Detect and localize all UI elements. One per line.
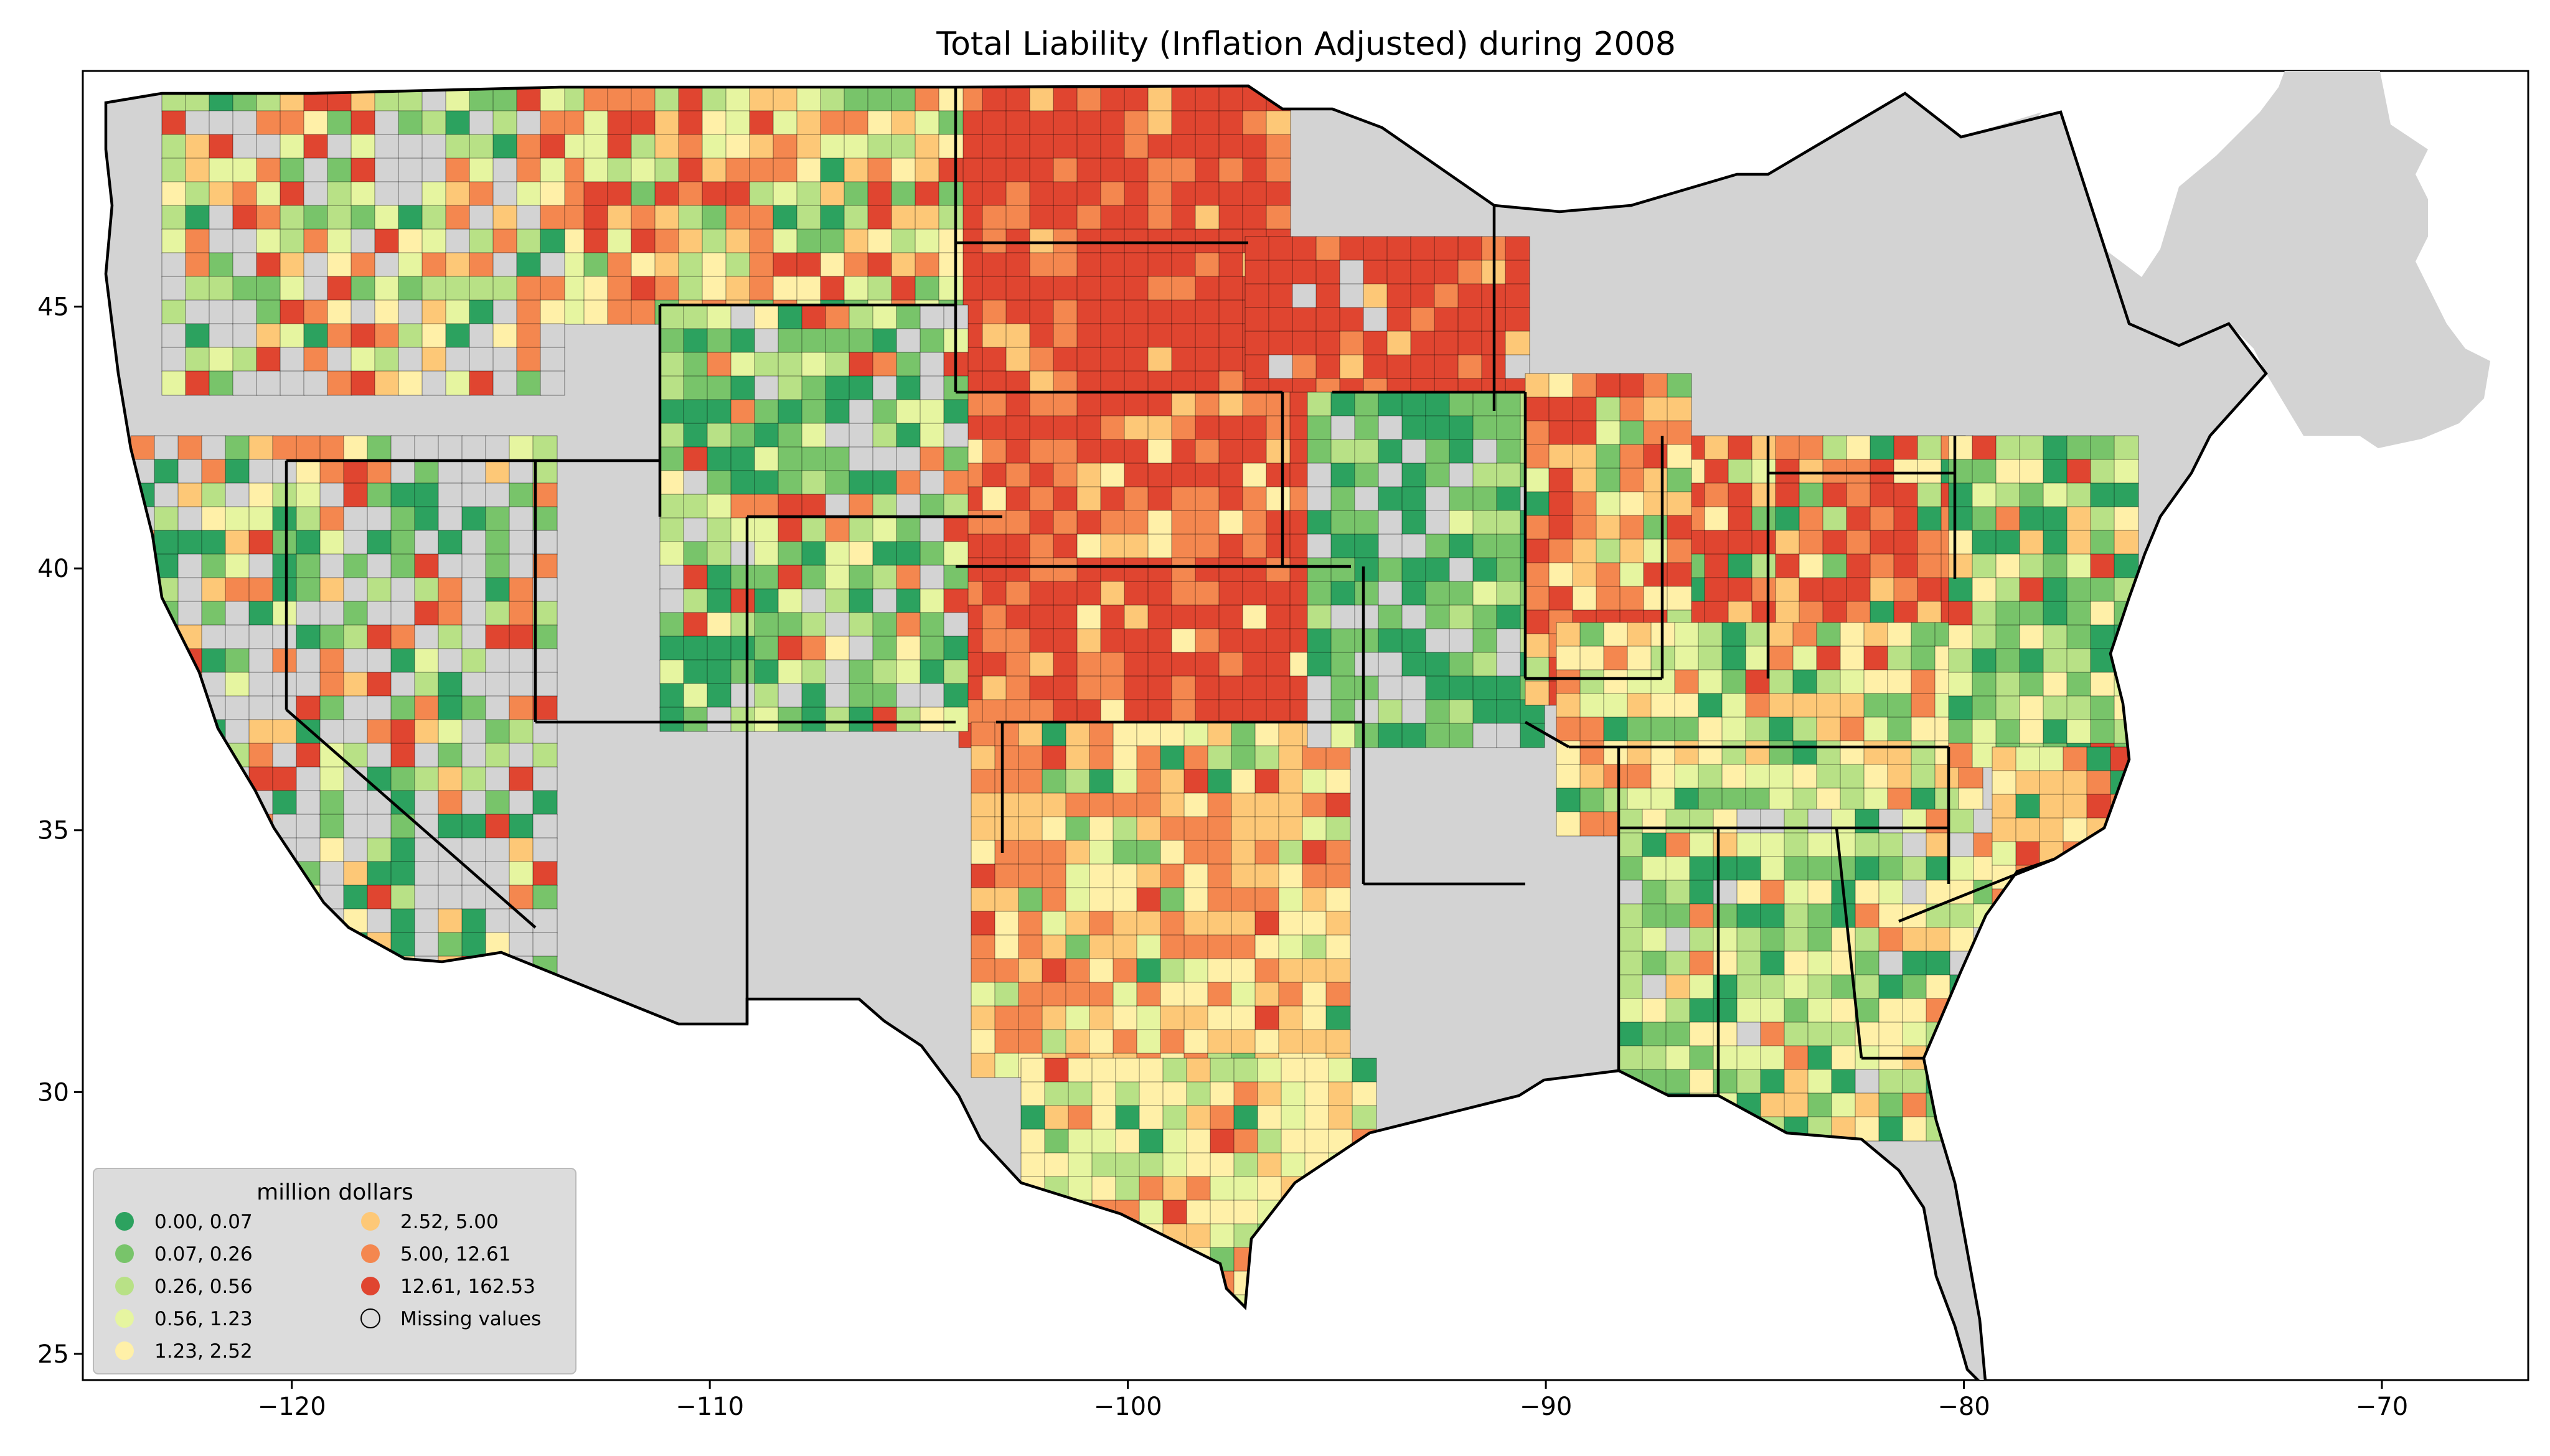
y-tick-label: 30 xyxy=(37,1078,69,1107)
y-tick-label: 25 xyxy=(37,1340,69,1369)
legend-swatch xyxy=(115,1244,134,1263)
y-tick-label: 35 xyxy=(37,817,69,845)
legend-label: 5.00, 12.61 xyxy=(400,1243,510,1266)
legend-label: 12.61, 162.53 xyxy=(400,1275,535,1298)
x-tick-label: −70 xyxy=(2356,1393,2408,1421)
legend: million dollars 0.00, 0.07 0.07, 0.26 0.26… xyxy=(93,1168,576,1374)
legend-box xyxy=(93,1168,576,1374)
y-tick-label: 45 xyxy=(37,293,69,322)
legend-label: 0.56, 1.23 xyxy=(154,1308,253,1330)
legend-label: Missing values xyxy=(400,1308,541,1330)
y-tick-label: 40 xyxy=(37,555,69,583)
legend-label: 0.00, 0.07 xyxy=(154,1211,253,1233)
x-tick-label: −100 xyxy=(1094,1393,1162,1421)
legend-label: 0.26, 0.56 xyxy=(154,1275,253,1298)
legend-swatch xyxy=(115,1277,134,1295)
legend-title: million dollars xyxy=(256,1180,413,1205)
legend-swatch xyxy=(361,1212,380,1231)
x-tick-label: −90 xyxy=(1520,1393,1572,1421)
legend-label: 0.07, 0.26 xyxy=(154,1243,253,1266)
x-axis: −120 −110 −100 −90 −80 −70 xyxy=(258,1380,2408,1421)
map-title: Total Liability (Inflation Adjusted) dur… xyxy=(936,26,1676,63)
legend-label: 1.23, 2.52 xyxy=(154,1340,253,1363)
legend-swatch xyxy=(360,1308,380,1328)
legend-swatch xyxy=(361,1277,380,1295)
legend-swatch xyxy=(115,1212,134,1231)
x-tick-label: −110 xyxy=(675,1393,744,1421)
legend-label: 2.52, 5.00 xyxy=(400,1211,499,1233)
state-borders xyxy=(104,84,2268,1380)
legend-swatch xyxy=(115,1341,134,1360)
x-tick-label: −120 xyxy=(258,1393,326,1421)
legend-swatch xyxy=(361,1244,380,1263)
x-tick-label: −80 xyxy=(1937,1393,1990,1421)
y-axis: 25 30 35 40 45 xyxy=(37,293,83,1369)
legend-swatch xyxy=(115,1309,134,1328)
